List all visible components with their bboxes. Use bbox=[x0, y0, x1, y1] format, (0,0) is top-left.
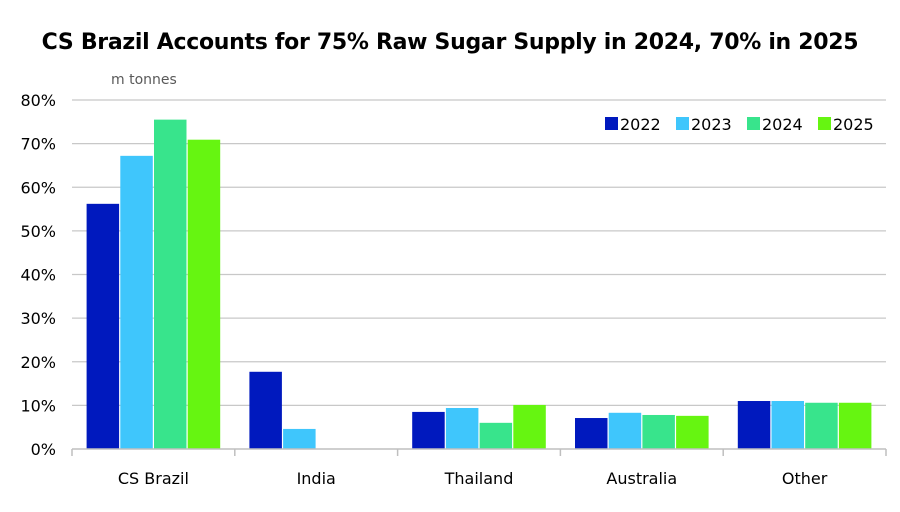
y-tick-label: 50% bbox=[20, 222, 56, 241]
legend-label: 2022 bbox=[620, 115, 661, 134]
y-tick-label: 70% bbox=[20, 135, 56, 154]
bar-2024-australia bbox=[642, 414, 675, 449]
bar-2024-cs-brazil bbox=[154, 119, 187, 449]
bar-2025-thailand bbox=[513, 404, 546, 449]
chart-title: CS Brazil Accounts for 75% Raw Sugar Sup… bbox=[41, 30, 859, 55]
bar-2022-india bbox=[249, 371, 282, 449]
bar-2022-cs-brazil bbox=[86, 203, 120, 449]
y-tick-label: 80% bbox=[20, 91, 56, 110]
legend-swatch-2024 bbox=[747, 117, 760, 130]
y-tick-label: 60% bbox=[20, 178, 56, 197]
legend-label: 2024 bbox=[762, 115, 803, 134]
unit-label: m tonnes bbox=[111, 72, 177, 88]
y-tick-label: 20% bbox=[20, 353, 56, 372]
legend-swatch-2022 bbox=[605, 117, 618, 130]
x-category-label: Other bbox=[782, 469, 828, 488]
x-category-label: Thailand bbox=[444, 469, 514, 488]
bar-2024-other bbox=[805, 402, 838, 449]
legend-swatch-2025 bbox=[818, 117, 831, 130]
y-tick-label: 0% bbox=[31, 440, 56, 459]
bar-2023-thailand bbox=[445, 407, 479, 449]
legend-swatch-2023 bbox=[676, 117, 689, 130]
bar-2022-other bbox=[737, 401, 771, 449]
x-category-label: India bbox=[297, 469, 336, 488]
bar-2025-australia bbox=[676, 415, 709, 449]
bar-2024-thailand bbox=[479, 422, 513, 449]
x-category-label: CS Brazil bbox=[118, 469, 189, 488]
bar-2023-other bbox=[771, 401, 804, 449]
bar-2023-cs-brazil bbox=[120, 155, 153, 449]
legend-label: 2025 bbox=[833, 115, 874, 134]
bar-2023-australia bbox=[608, 412, 642, 449]
bar-2025-cs-brazil bbox=[187, 139, 221, 450]
bar-2023-india bbox=[283, 428, 316, 449]
legend-label: 2023 bbox=[691, 115, 732, 134]
bar-2022-thailand bbox=[412, 411, 445, 449]
x-category-label: Australia bbox=[606, 469, 677, 488]
y-tick-label: 40% bbox=[20, 266, 56, 285]
bar-2025-other bbox=[838, 402, 872, 449]
y-tick-label: 30% bbox=[20, 309, 56, 328]
bar-2022-australia bbox=[575, 418, 608, 449]
y-tick-label: 10% bbox=[20, 396, 56, 415]
